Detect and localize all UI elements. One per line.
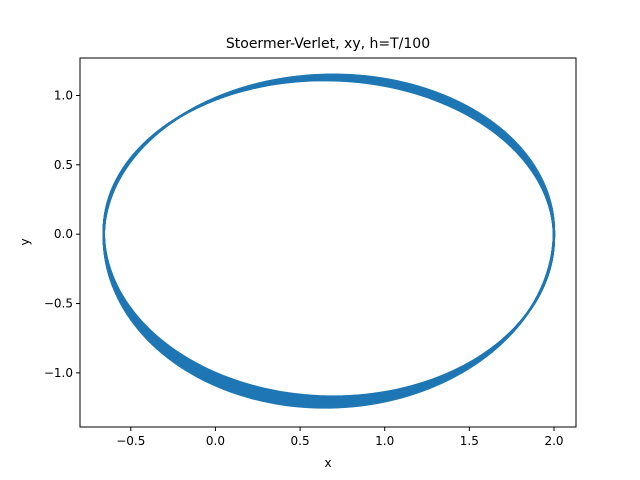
plot-area xyxy=(102,73,556,409)
x-tick-label: 1.5 xyxy=(460,434,479,448)
x-axis-label: x xyxy=(324,456,331,470)
y-tick-label: 0.5 xyxy=(54,158,73,172)
x-tick-label: 0.5 xyxy=(291,434,310,448)
plot-frame xyxy=(79,57,577,428)
y-tick-label: 1.0 xyxy=(54,88,73,102)
x-tick-label: 1.0 xyxy=(375,434,394,448)
x-axis: −0.5 0.0 0.5 1.0 1.5 2.0 xyxy=(116,427,564,448)
x-tick-label: 0.0 xyxy=(206,434,225,448)
y-axis: −1.0 −0.5 0.0 0.5 1.0 xyxy=(44,88,80,380)
y-tick-label: 0.0 xyxy=(54,227,73,241)
orbit-line xyxy=(102,73,556,409)
y-axis-label: y xyxy=(18,238,32,245)
chart-title: Stoermer-Verlet, xy, h=T/100 xyxy=(226,36,430,52)
y-tick-label: −0.5 xyxy=(44,297,73,311)
x-tick-label: 2.0 xyxy=(544,434,563,448)
x-tick-label: −0.5 xyxy=(116,434,145,448)
y-tick-label: −1.0 xyxy=(44,366,73,380)
